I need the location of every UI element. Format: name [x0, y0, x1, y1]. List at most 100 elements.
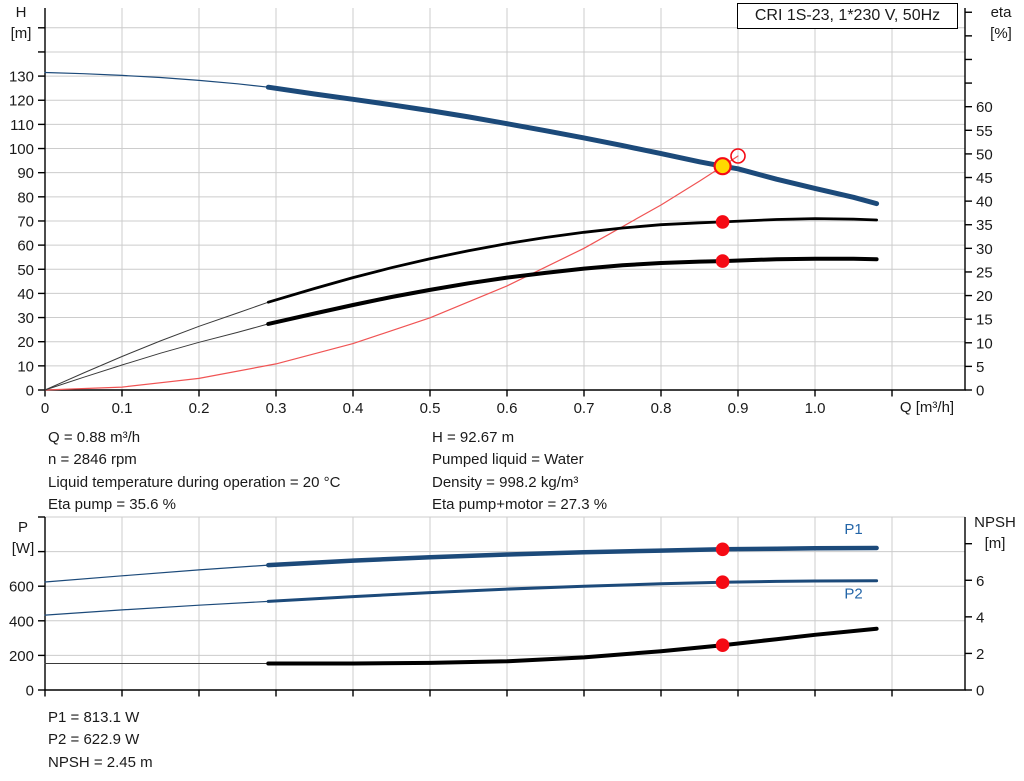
- p2-point: [715, 575, 730, 589]
- npsh-point: [715, 638, 730, 652]
- left-tick-label: 90: [17, 165, 34, 182]
- p2-value-line: P2 = 622.9 W: [48, 731, 140, 749]
- npsh-axis-title-symbol: NPSH: [974, 514, 1016, 531]
- x-tick-label: 0.4: [343, 400, 364, 417]
- x-tick-label: 1.0: [805, 400, 826, 417]
- npsh-value-line: NPSH = 2.45 m: [48, 753, 153, 771]
- power-npsh-chart: 0 200 400 600 0 2 4 6 P1 P2: [9, 516, 984, 700]
- speed-value-line: n = 2846 rpm: [48, 451, 137, 469]
- left-tick-label: 110: [10, 117, 34, 134]
- pump-title: CRI 1S-23, 1*230 V, 50Hz: [754, 7, 941, 24]
- pump-title-box: CRI 1S-23, 1*230 V, 50Hz: [737, 3, 958, 29]
- left-tick-label: 400: [9, 613, 34, 630]
- eta-axis-title: eta [%]: [980, 2, 1022, 44]
- rated-point-open: [730, 148, 746, 164]
- eta-pump-curve: [266, 217, 878, 304]
- eta-pump-motor-curve: [266, 256, 879, 326]
- left-tick-label: 600: [9, 579, 34, 596]
- p1-value-line: P1 = 813.1 W: [48, 709, 140, 726]
- liquid-temperature-line: Liquid temperature during operation = 20…: [48, 473, 341, 491]
- left-tick-label: 10: [17, 358, 34, 375]
- operating-data-left: Q = 0.88 m³/h n = 2846 rpm Liquid temper…: [48, 427, 340, 517]
- curve-label: P2: [844, 585, 862, 602]
- qh-eta-chart: 0 10 20 30 40 50 60 70 80 90 100 110 120 130 0 5 10 15 20 2…: [9, 8, 993, 417]
- right-tick-label: 2: [976, 646, 984, 663]
- right-tick-label: 60: [976, 99, 993, 116]
- left-tick-label: 70: [17, 213, 34, 230]
- x-tick-label: 0.5: [420, 400, 441, 417]
- p1-curve-thin: [44, 564, 269, 583]
- right-tick-label: 10: [976, 335, 993, 352]
- x-tick-label: 0.9: [728, 400, 749, 417]
- duty-point[interactable]: [713, 157, 732, 176]
- left-tick-label: 40: [17, 286, 34, 303]
- p-axis-title-unit: [W]: [11, 540, 35, 557]
- left-tick-label: 120: [9, 93, 34, 110]
- eta-pump-point: [715, 215, 730, 229]
- x-tick-label: 0: [41, 400, 49, 417]
- p1-point: [715, 542, 730, 557]
- p2-curve-thin: [44, 600, 269, 616]
- head-curve-thin: [44, 71, 269, 88]
- q-axis-title: Q [m³/h]: [899, 399, 955, 416]
- right-tick-label: 30: [976, 241, 993, 258]
- h-axis-title-symbol: H: [15, 4, 27, 21]
- left-tick-label: 80: [17, 189, 34, 206]
- right-tick-label: 4: [976, 609, 984, 626]
- curve-label: P1: [844, 521, 862, 538]
- right-tick-label: 35: [976, 217, 993, 234]
- system-curve: [44, 155, 739, 391]
- left-tick-label: 20: [17, 334, 34, 351]
- eta-axis-title-symbol: eta: [990, 4, 1012, 21]
- h-axis-title: H [m]: [0, 2, 42, 44]
- right-tick-label: 55: [976, 123, 993, 140]
- npsh-axis-title: NPSH [m]: [972, 512, 1018, 554]
- left-tick-label: 60: [17, 238, 34, 255]
- right-tick-label: 45: [976, 170, 993, 187]
- left-tick-label: 200: [9, 648, 34, 665]
- density-line: Density = 998.2 kg/m³: [432, 473, 579, 491]
- head-value-line: H = 92.67 m: [432, 429, 515, 446]
- left-tick-label: 100: [9, 141, 34, 158]
- left-tick-label: 0: [26, 383, 34, 400]
- pumped-liquid-line: Pumped liquid = Water: [432, 451, 584, 469]
- p-axis-title-symbol: P: [17, 519, 28, 536]
- operating-data-right: H = 92.67 m Pumped liquid = Water Densit…: [432, 427, 607, 517]
- right-tick-label: 15: [976, 312, 993, 329]
- right-tick-label: 20: [976, 288, 993, 305]
- left-tick-label: 50: [17, 262, 34, 279]
- x-tick-label: 0.3: [266, 400, 287, 417]
- eta-pump-motor-line: Eta pump+motor = 27.3 %: [432, 496, 608, 514]
- right-tick-label: 50: [976, 146, 993, 163]
- npsh-curve: [266, 626, 879, 666]
- right-tick-label: 6: [976, 573, 984, 590]
- right-tick-label: 25: [976, 264, 993, 281]
- right-tick-label: 0: [976, 383, 984, 400]
- power-data-block: P1 = 813.1 W P2 = 622.9 W NPSH = 2.45 m: [48, 707, 153, 774]
- eta-pump-motor-point: [715, 254, 730, 268]
- p1-curve: [266, 545, 879, 568]
- h-axis-title-unit: [m]: [10, 25, 32, 42]
- eta-pump-line: Eta pump = 35.6 %: [48, 496, 176, 514]
- eta-pump-motor-curve-thin: [44, 323, 269, 391]
- right-tick-label: 40: [976, 194, 993, 211]
- eta-pump-curve-thin: [44, 301, 269, 391]
- x-tick-label: 0.7: [574, 400, 595, 417]
- x-tick-label: 0.6: [497, 400, 518, 417]
- left-tick-label: 30: [17, 310, 34, 327]
- right-tick-label: 0: [976, 683, 984, 700]
- x-tick-label: 0.2: [189, 400, 210, 417]
- left-tick-label: 0: [26, 683, 34, 700]
- flow-value-line: Q = 0.88 m³/h: [48, 429, 141, 446]
- x-tick-label: 0.8: [651, 400, 672, 417]
- head-curve: [265, 84, 880, 207]
- x-tick-label: 0.1: [112, 400, 133, 417]
- p-axis-title: P [W]: [2, 517, 44, 559]
- npsh-axis-title-unit: [m]: [984, 535, 1006, 552]
- eta-axis-title-unit: [%]: [990, 25, 1012, 42]
- right-tick-label: 5: [976, 359, 984, 376]
- p2-curve: [266, 579, 879, 603]
- left-tick-label: 130: [9, 69, 34, 86]
